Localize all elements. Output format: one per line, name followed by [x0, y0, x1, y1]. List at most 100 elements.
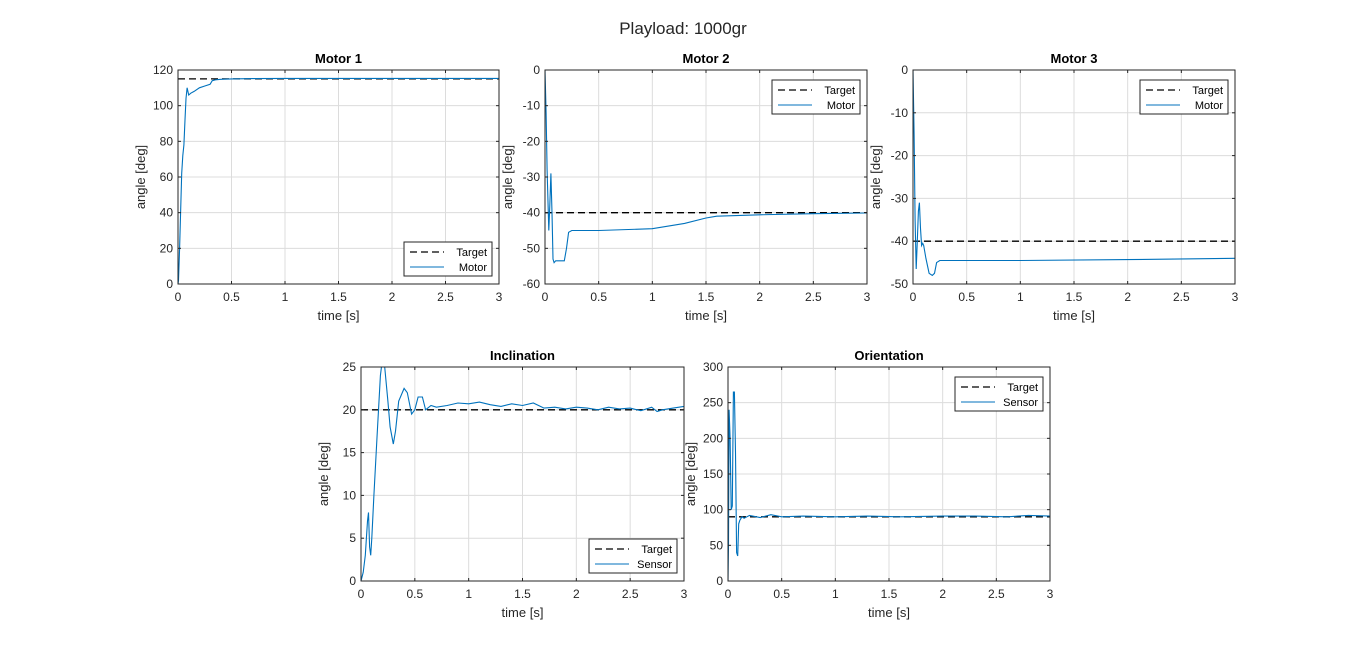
y-tick-label: 5: [349, 531, 356, 545]
y-tick-label: 250: [703, 396, 723, 410]
y-tick-label: 0: [533, 63, 540, 77]
x-tick-label: 2: [389, 290, 396, 304]
series-group: [913, 70, 1235, 277]
subplot-title: Inclination: [490, 348, 555, 363]
x-tick-label: 0.5: [590, 290, 607, 304]
y-tick-label: -60: [523, 277, 541, 291]
series-group: [361, 367, 684, 581]
legend-label-target: Target: [1007, 382, 1038, 394]
x-tick-label: 0: [542, 290, 549, 304]
legend-box: [1139, 79, 1229, 115]
subplot-3: 0 0.5 1 1.5 2 2.5 3 -50 -40 -30 -20 -10 0 Motor 3 time…: [868, 51, 1239, 323]
x-tick-label: 2.5: [622, 587, 639, 601]
x-tick-label: 0.5: [773, 587, 790, 601]
x-tick-label: 2: [1124, 290, 1131, 304]
legend: Target Motor: [1139, 79, 1229, 115]
y-tick-label: 0: [349, 574, 356, 588]
y-tick-label: -50: [891, 277, 909, 291]
x-tick-label: 3: [681, 587, 688, 601]
y-tick-label: 25: [343, 360, 357, 374]
y-tick-label: 120: [153, 63, 173, 77]
y-tick-label: 40: [160, 206, 174, 220]
x-axis-label: time [s]: [318, 308, 360, 323]
x-tick-label: 1.5: [330, 290, 347, 304]
legend-box: [403, 241, 493, 277]
series-line-motor: [545, 70, 867, 264]
subplot-title: Motor 2: [683, 51, 730, 66]
y-tick-label: -30: [523, 170, 541, 184]
x-tick-label: 3: [1047, 587, 1054, 601]
y-tick-label: -10: [523, 99, 541, 113]
subplot-1: 0 0.5 1 1.5 2 2.5 3 0 20 40 60 80 100 120 Motor 1 time …: [133, 51, 503, 323]
figure-title: Playload: 1000gr: [619, 19, 747, 38]
x-tick-label: 0: [910, 290, 917, 304]
y-tick-label: -20: [523, 134, 541, 148]
legend-box: [954, 376, 1044, 412]
legend-label-target: Target: [824, 85, 855, 97]
y-axis-label: angle [deg]: [683, 442, 698, 506]
y-tick-label: -50: [523, 241, 541, 255]
series-line-sensor: [728, 391, 1050, 581]
y-axis-label: angle [deg]: [868, 145, 883, 209]
series-line-sensor: [361, 367, 684, 581]
x-tick-label: 3: [864, 290, 871, 304]
legend: Target Motor: [403, 241, 493, 277]
series-line-motor: [178, 77, 499, 284]
legend-label-motor: Motor: [1195, 100, 1223, 112]
x-tick-label: 1: [649, 290, 656, 304]
legend-label-sensor: Sensor: [637, 559, 672, 571]
y-tick-label: 150: [703, 467, 723, 481]
y-tick-label: 300: [703, 360, 723, 374]
y-tick-label: 15: [343, 446, 357, 460]
x-tick-label: 0: [175, 290, 182, 304]
legend-label-target: Target: [1192, 85, 1223, 97]
legend-label-target: Target: [641, 544, 672, 556]
x-tick-label: 0: [725, 587, 732, 601]
y-tick-label: 20: [160, 241, 174, 255]
x-axis-label: time [s]: [502, 605, 544, 620]
x-tick-label: 0.5: [958, 290, 975, 304]
y-axis-label: angle [deg]: [133, 145, 148, 209]
series-line-motor: [913, 70, 1235, 277]
y-tick-label: 200: [703, 431, 723, 445]
subplot-title: Motor 1: [315, 51, 362, 66]
series-group: [178, 77, 499, 284]
y-tick-label: -10: [891, 106, 909, 120]
x-tick-label: 1: [282, 290, 289, 304]
y-tick-label: 50: [710, 538, 724, 552]
x-tick-label: 0.5: [223, 290, 240, 304]
x-tick-label: 3: [496, 290, 503, 304]
legend-box: [771, 79, 861, 115]
legend-label-motor: Motor: [827, 100, 855, 112]
legend-label-target: Target: [456, 247, 487, 259]
series-group: [545, 70, 867, 264]
x-tick-label: 0: [358, 587, 365, 601]
x-tick-label: 0.5: [406, 587, 423, 601]
legend: Target Sensor: [954, 376, 1044, 412]
subplot-2: 0 0.5 1 1.5 2 2.5 3 -60 -50 -40 -30 -20 -10 0 Motor 2 t…: [500, 51, 871, 323]
x-tick-label: 2.5: [1173, 290, 1190, 304]
x-tick-label: 2.5: [988, 587, 1005, 601]
y-tick-label: 80: [160, 134, 174, 148]
legend-label-motor: Motor: [459, 262, 487, 274]
x-tick-label: 1: [832, 587, 839, 601]
legend: Target Motor: [771, 79, 861, 115]
legend: Target Sensor: [588, 538, 678, 574]
y-tick-label: 20: [343, 403, 357, 417]
y-tick-label: -40: [523, 206, 541, 220]
y-tick-label: 0: [901, 63, 908, 77]
y-tick-label: 10: [343, 488, 357, 502]
x-tick-label: 1.5: [881, 587, 898, 601]
y-tick-label: 0: [716, 574, 723, 588]
x-tick-label: 1: [1017, 290, 1024, 304]
y-tick-label: 100: [153, 99, 173, 113]
subplot-5: 0 0.5 1 1.5 2 2.5 3 0 50 100 150 200 250 300 Orientati…: [683, 348, 1054, 620]
x-axis-label: time [s]: [685, 308, 727, 323]
y-tick-label: -40: [891, 234, 909, 248]
x-tick-label: 1.5: [514, 587, 531, 601]
x-tick-label: 3: [1232, 290, 1239, 304]
subplot-title: Orientation: [854, 348, 923, 363]
x-tick-label: 2: [939, 587, 946, 601]
legend-label-sensor: Sensor: [1003, 397, 1038, 409]
